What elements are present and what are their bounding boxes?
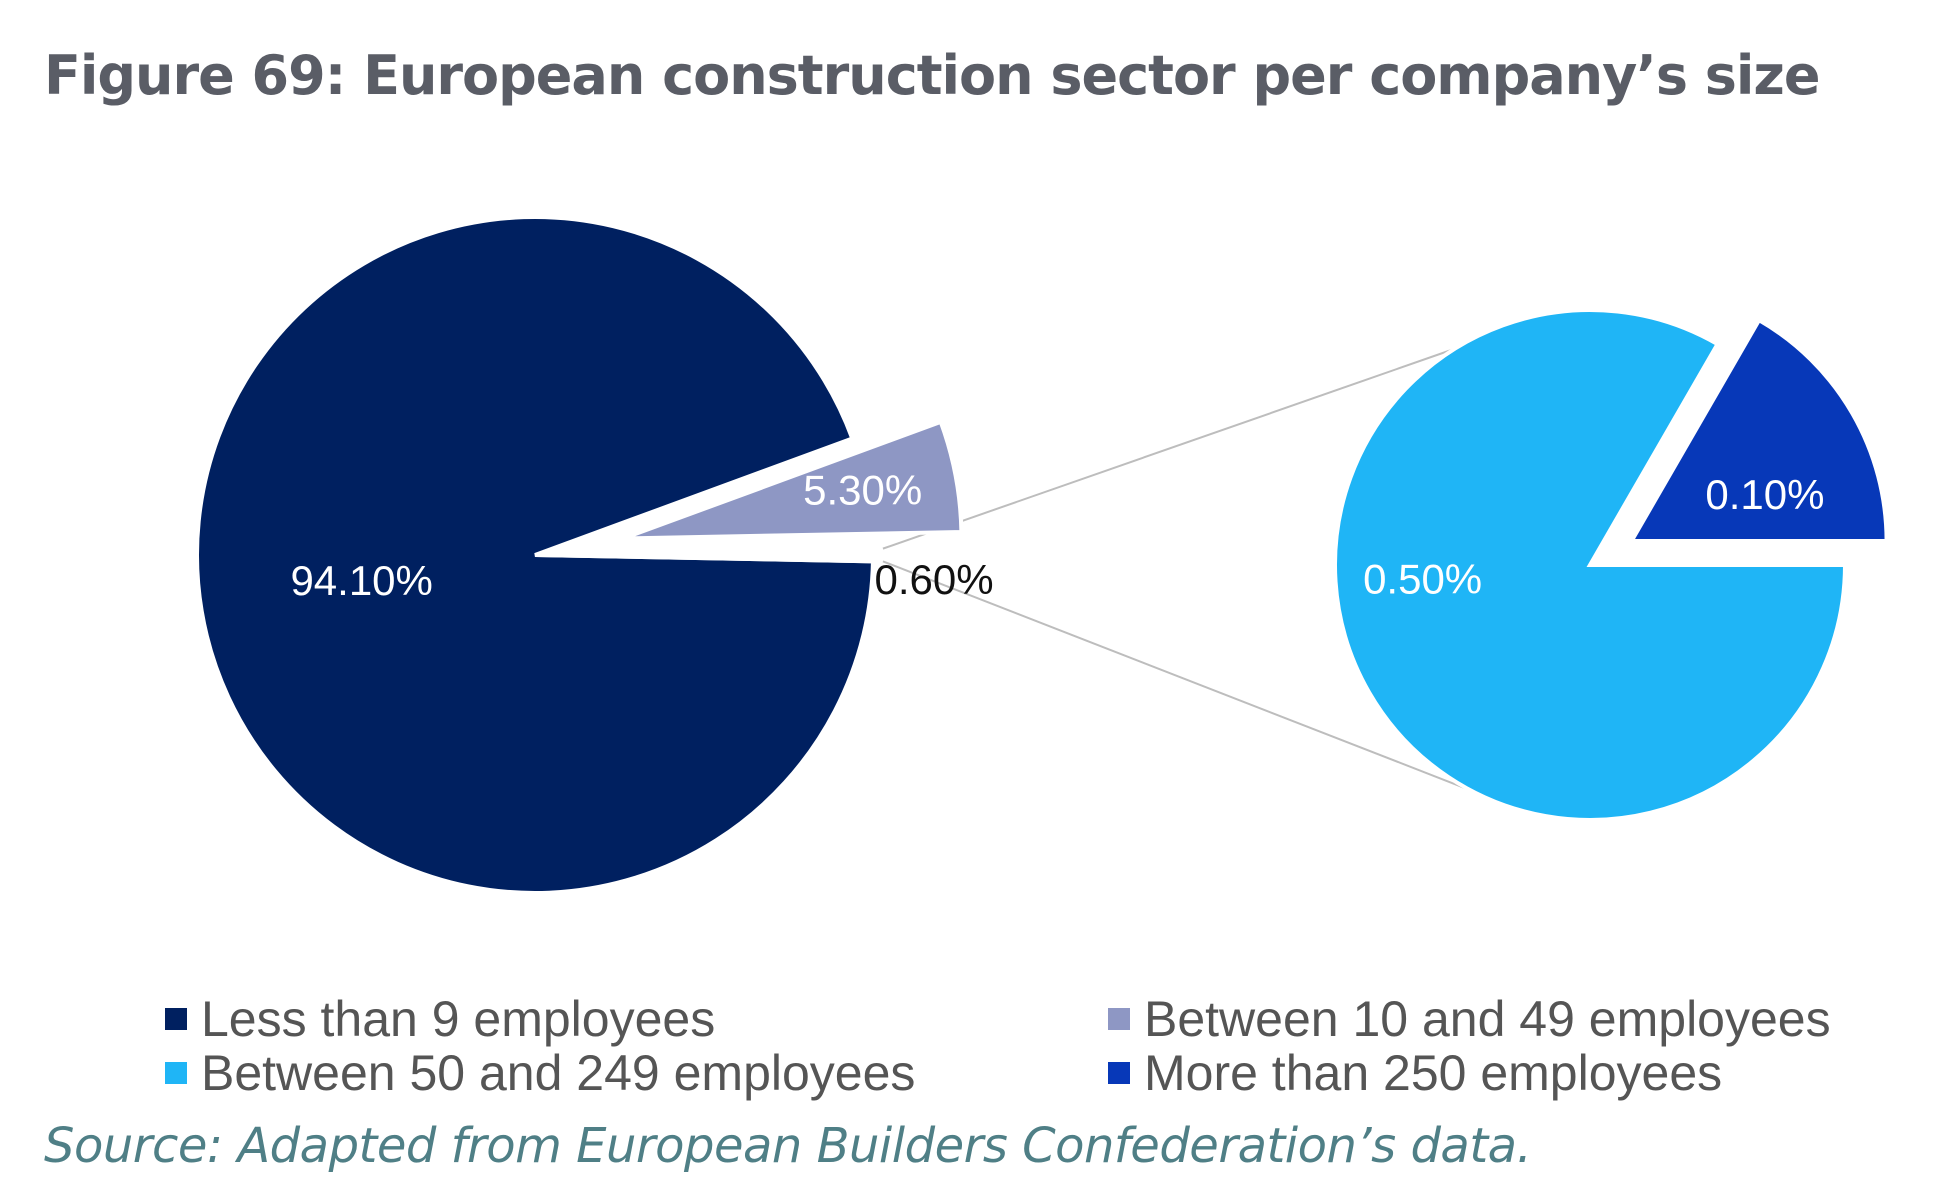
data-label-other: 0.60% bbox=[874, 556, 993, 603]
secondary-pie bbox=[1333, 308, 1889, 822]
source-note: Source: Adapted from European Builders C… bbox=[44, 1118, 1532, 1174]
legend-item: More than 250 employees bbox=[1108, 1044, 1722, 1102]
connector-lines bbox=[882, 347, 1471, 792]
data-label-less-than-9: 94.10% bbox=[290, 557, 432, 604]
legend-swatch bbox=[1108, 1062, 1130, 1084]
slice-other bbox=[534, 546, 876, 564]
chart-legend: Less than 9 employees Between 10 and 49 … bbox=[165, 990, 1925, 1110]
data-label-10-to-49: 5.30% bbox=[803, 467, 922, 514]
slice-more-than-250 bbox=[1628, 317, 1889, 543]
main-pie bbox=[195, 215, 964, 895]
legend-item: Between 10 and 49 employees bbox=[1108, 990, 1831, 1048]
legend-label: Between 10 and 49 employees bbox=[1144, 991, 1831, 1047]
legend-label: More than 250 employees bbox=[1144, 1045, 1723, 1101]
legend-label: Less than 9 employees bbox=[201, 991, 716, 1047]
legend-swatch bbox=[1108, 1008, 1130, 1030]
figure-title: Figure 69: European construction sector … bbox=[44, 44, 1820, 107]
slice-50-to-249 bbox=[1333, 308, 1848, 822]
legend-item: Between 50 and 249 employees bbox=[165, 1044, 915, 1102]
slice-10-to-49 bbox=[622, 419, 964, 541]
legend-swatch bbox=[165, 1062, 187, 1084]
legend-label: Between 50 and 249 employees bbox=[201, 1045, 916, 1101]
data-label-50-to-249: 0.50% bbox=[1363, 556, 1482, 603]
slice-labels: 94.10% 5.30% 0.60% 0.50% 0.10% bbox=[290, 467, 1824, 605]
legend-item: Less than 9 employees bbox=[165, 990, 715, 1048]
legend-swatch bbox=[165, 1008, 187, 1030]
data-label-more-than-250: 0.10% bbox=[1705, 471, 1824, 518]
connector-line-top bbox=[882, 347, 1456, 550]
connector-line-bottom bbox=[882, 560, 1471, 792]
